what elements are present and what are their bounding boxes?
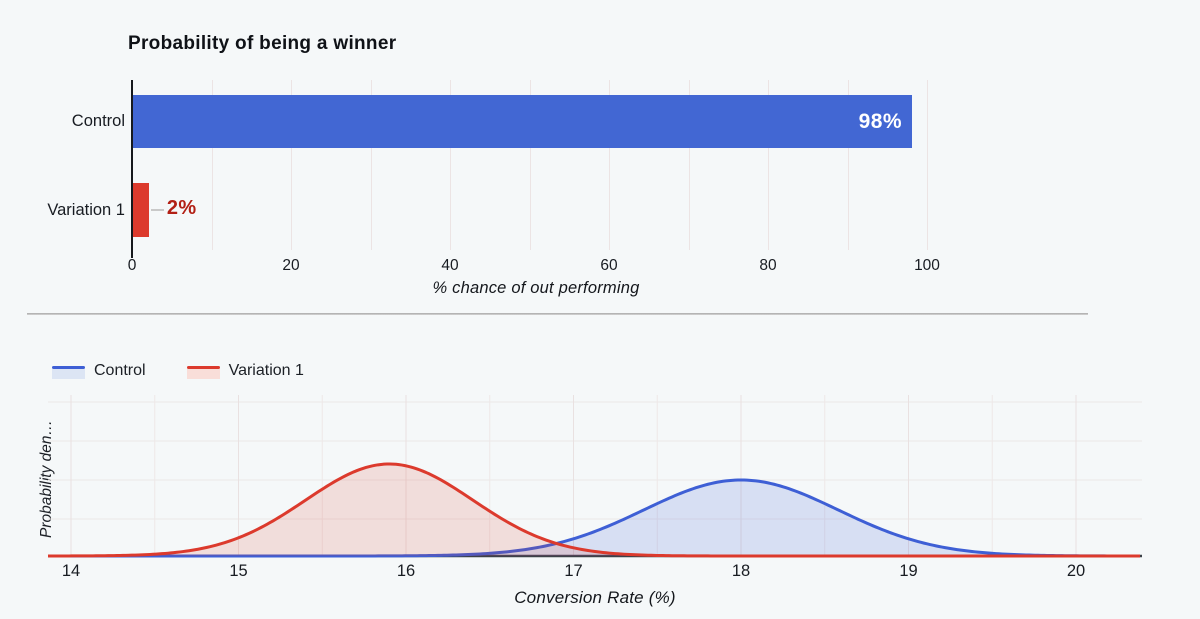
bar-xtick-label: 100 (914, 257, 940, 274)
bar-gridline (450, 80, 451, 250)
legend-label: Variation 1 (228, 362, 304, 379)
bar-xtick-label: 0 (127, 257, 137, 274)
bar-xtick-label: 80 (759, 257, 777, 274)
control-legend-line (52, 365, 85, 369)
bar-gridline (529, 80, 531, 250)
control-area-fill (48, 480, 1142, 556)
variation-1-legend-swatch (186, 364, 220, 379)
density-xtick-label: 19 (899, 562, 918, 580)
bar-gridline (927, 80, 928, 250)
control-legend-fill (52, 368, 85, 379)
bar-gridline (768, 80, 769, 250)
bar-gridline (291, 80, 292, 250)
bar-gridline (847, 80, 849, 250)
density-xtick-label: 17 (564, 562, 583, 580)
control-density-curve[interactable] (48, 478, 1140, 558)
variation-1-density-curve[interactable] (47, 462, 1140, 558)
bar-xtick-label: 60 (600, 257, 618, 274)
variation-1-legend-line (186, 365, 220, 369)
bar-chart-title: Probability of being a winner (128, 33, 397, 54)
bar-value-label: 2% (166, 197, 197, 219)
legend-item-control[interactable]: Control (52, 362, 146, 380)
bar-xtick-label: 20 (282, 257, 300, 274)
density-xtick-label: 16 (396, 562, 416, 580)
density-xtick-label: 14 (61, 562, 81, 580)
bar-gridline (609, 80, 610, 250)
bar-xaxis-tick (131, 252, 133, 258)
variation-1-legend-fill (186, 368, 220, 379)
bar-variation-1[interactable] (133, 183, 149, 237)
bar-value-leader-line (150, 209, 164, 211)
bar-gridline (211, 80, 213, 250)
bar-chart-xaxis-title: % chance of out performing (432, 279, 640, 297)
density-xtick-label: 18 (731, 562, 751, 580)
density-xaxis-title: Conversion Rate (%) (514, 588, 676, 607)
legend-label: Control (94, 362, 146, 379)
bar-category-label: Variation 1 (47, 200, 125, 219)
density-xtick-label: 20 (1066, 562, 1086, 580)
section-divider (27, 313, 1088, 315)
variation-1-area-fill (48, 464, 1142, 556)
control-legend-swatch (52, 364, 85, 379)
density-svg (47, 395, 1142, 558)
bar-gridline (688, 80, 690, 250)
bar-xtick-label: 40 (441, 257, 459, 274)
density-xtick-label: 15 (229, 562, 248, 580)
bar-category-label: Control (71, 112, 125, 130)
density-legend: Control Variation 1 (52, 362, 304, 380)
legend-item-variation-1[interactable]: Variation 1 (186, 362, 304, 380)
bar-control[interactable]: 98% (133, 95, 913, 148)
bar-value-label: 98% (858, 109, 903, 133)
bar-gridline (370, 80, 372, 250)
bar-yaxis-line (131, 80, 133, 252)
